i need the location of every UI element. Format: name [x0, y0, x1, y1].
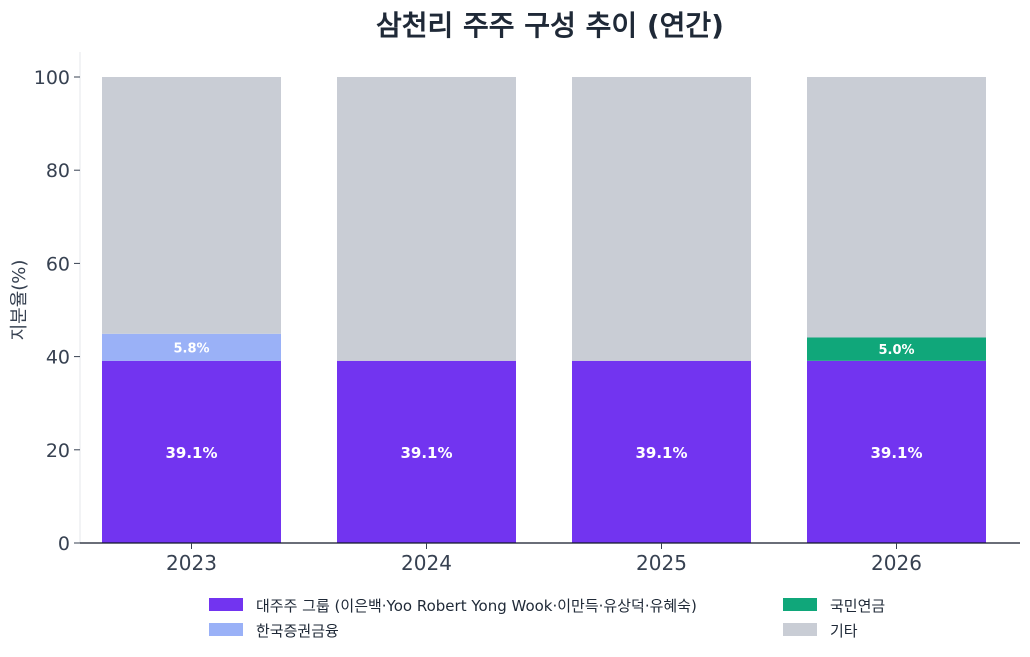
- x-tick-label: 2024: [401, 551, 452, 575]
- y-axis: 0 20 40 60 80 100: [34, 52, 81, 555]
- legend-swatch: [209, 623, 243, 636]
- data-label: 39.1%: [635, 444, 687, 462]
- bar-segment: [807, 77, 986, 338]
- data-label: 39.1%: [165, 444, 217, 462]
- bar-segment: [337, 77, 516, 361]
- y-tick-label: 40: [46, 347, 70, 369]
- data-label: 5.0%: [878, 343, 914, 358]
- bar-segment: [572, 360, 751, 543]
- x-tick-label: 2023: [166, 551, 217, 575]
- bar-segment: [807, 360, 986, 543]
- bar-segment: [572, 77, 751, 361]
- y-tick-label: 20: [46, 440, 70, 462]
- legend-swatch: [783, 623, 817, 636]
- y-tick-label: 100: [34, 67, 70, 89]
- bar-segment: [102, 77, 281, 334]
- data-label: 39.1%: [400, 444, 452, 462]
- legend-swatch: [209, 598, 243, 611]
- legend: 대주주 그룹 (이은백·Yoo Robert Yong Wook·이만득·유상덕…: [209, 597, 885, 640]
- bars: 39.1% 5.8% 39.1% 39.1% 39.1% 5.0%: [102, 77, 986, 543]
- bar-segment: [102, 360, 281, 543]
- bar-segment: [337, 360, 516, 543]
- data-label: 5.8%: [173, 341, 209, 356]
- legend-entry: 대주주 그룹 (이은백·Yoo Robert Yong Wook·이만득·유상덕…: [256, 597, 697, 615]
- y-tick-label: 60: [46, 253, 70, 275]
- bar-segment: [102, 333, 281, 361]
- x-tick-label: 2026: [871, 551, 922, 575]
- legend-entry: 국민연금: [830, 597, 885, 615]
- y-tick-label: 80: [46, 160, 70, 182]
- legend-entry: 한국증권금융: [256, 622, 339, 640]
- y-tick-label: 0: [58, 533, 70, 555]
- legend-entry: 기타: [830, 622, 858, 640]
- data-label: 39.1%: [870, 444, 922, 462]
- x-tick-label: 2025: [636, 551, 687, 575]
- bar-segment: [807, 337, 986, 361]
- y-axis-label: 지분율(%): [9, 260, 30, 341]
- chart-title: 삼천리 주주 구성 추이 (연간): [376, 9, 724, 42]
- x-axis: 2023 2024 2025 2026: [80, 542, 1020, 575]
- legend-swatch: [783, 598, 817, 611]
